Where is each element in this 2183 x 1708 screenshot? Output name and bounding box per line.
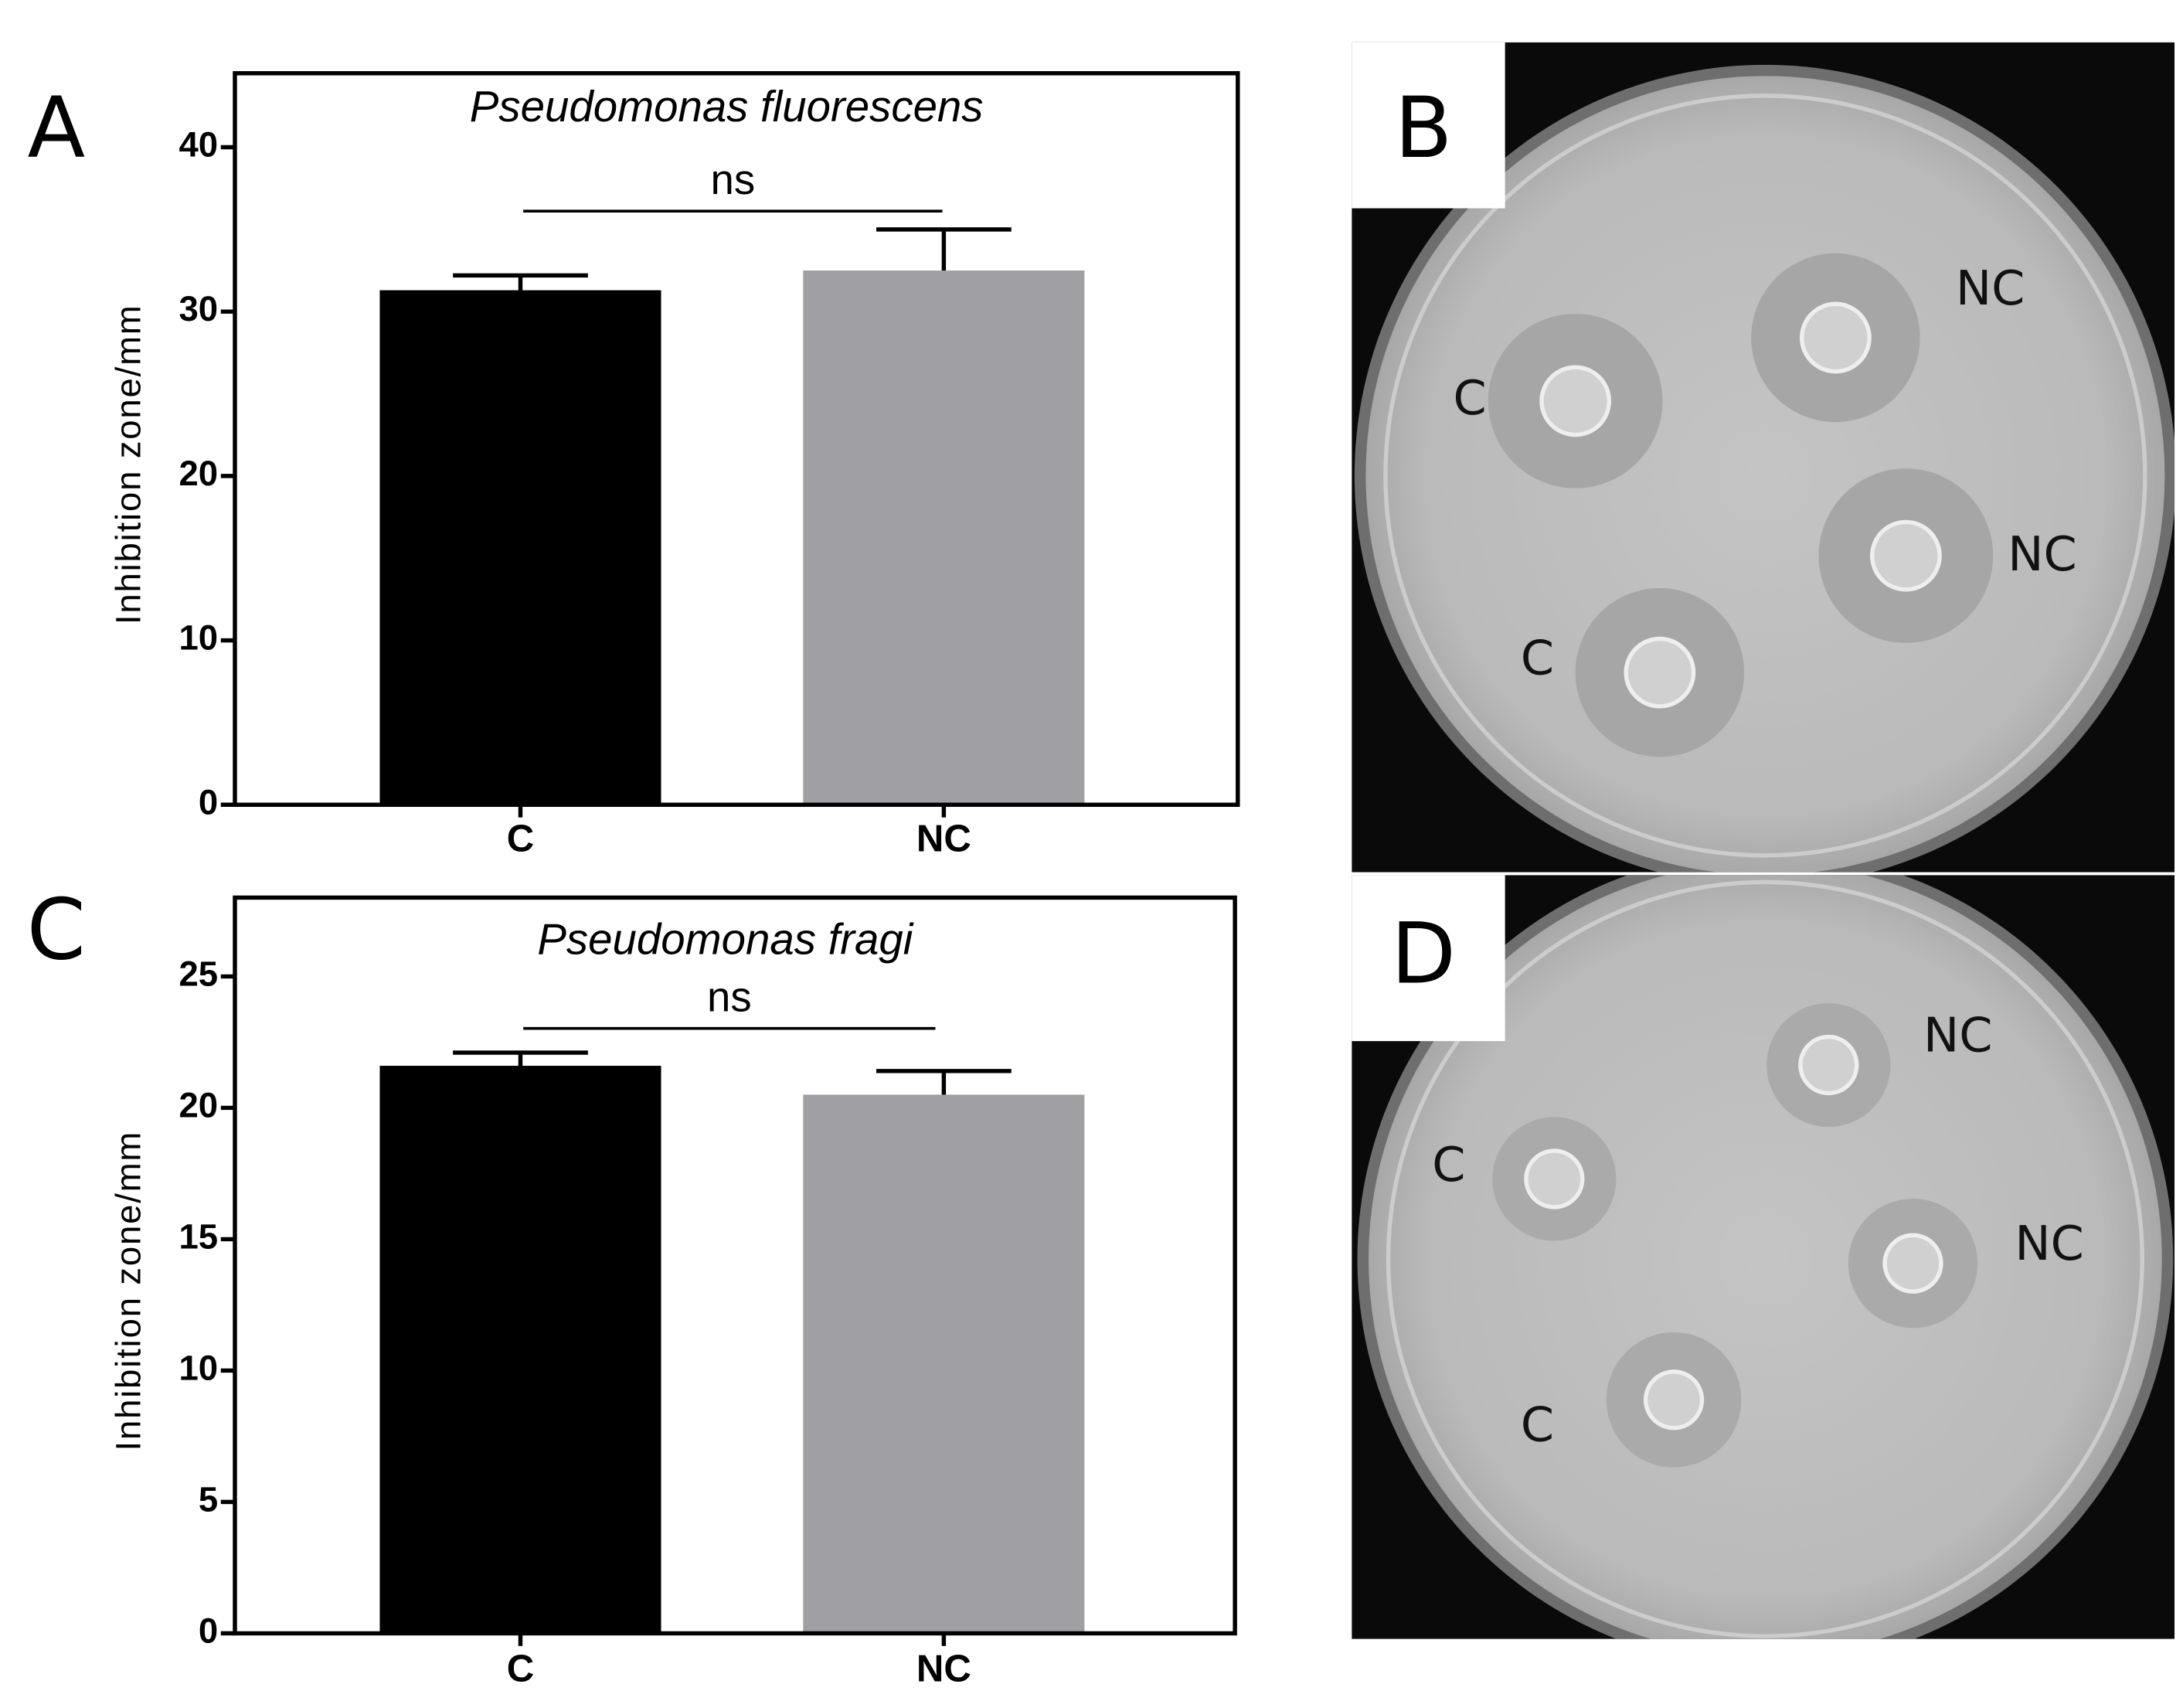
chart-title: Pseudomonas fragi <box>537 915 913 964</box>
y-axis-label: Inhibition zone/mm <box>108 1131 148 1451</box>
bar <box>803 270 1085 805</box>
panel-label: C <box>27 880 86 978</box>
plate-label: NC <box>1956 260 2025 316</box>
plate-label: NC <box>2008 526 2077 582</box>
y-tick-label: 0 <box>199 1611 218 1650</box>
panel-label: B <box>1395 79 1453 177</box>
y-tick-label: 5 <box>199 1479 218 1519</box>
y-tick-label: 10 <box>179 1348 219 1387</box>
y-tick-label: 0 <box>199 782 218 822</box>
y-tick-label: 10 <box>179 618 219 658</box>
y-tick-label: 30 <box>179 289 219 328</box>
y-tick-label: 25 <box>179 954 219 993</box>
plate-label: NC <box>2015 1216 2084 1271</box>
panel-label: A <box>27 79 85 177</box>
y-tick-label: 15 <box>179 1216 219 1256</box>
y-tick-label: 40 <box>179 125 219 165</box>
chart-title: Pseudomonas fluorescens <box>470 82 984 131</box>
bar <box>379 290 661 805</box>
annotation: ns <box>711 156 756 203</box>
bar <box>803 1094 1085 1634</box>
panel-label: D <box>1391 904 1456 1002</box>
plot-frame <box>233 71 1240 808</box>
y-tick-label: 20 <box>179 1085 219 1124</box>
annotation: ns <box>707 974 752 1021</box>
y-axis-label: Inhibition zone/mm <box>108 304 148 624</box>
plate-label: C <box>1432 1137 1465 1193</box>
y-tick-label: 20 <box>179 454 219 493</box>
x-tick-label: NC <box>916 1648 971 1690</box>
x-tick-label: C <box>507 818 534 860</box>
x-tick-label: C <box>507 1648 534 1690</box>
plate-photo <box>1352 875 2175 1639</box>
plate-label: C <box>1521 631 1554 686</box>
plate-label: NC <box>1923 1008 1993 1063</box>
plot-frame <box>233 895 1237 1636</box>
plate-label: C <box>1454 370 1487 426</box>
plate-label: C <box>1521 1397 1554 1453</box>
x-tick-label: NC <box>916 818 971 860</box>
plate-photo <box>1352 42 2175 873</box>
bar <box>379 1066 661 1634</box>
